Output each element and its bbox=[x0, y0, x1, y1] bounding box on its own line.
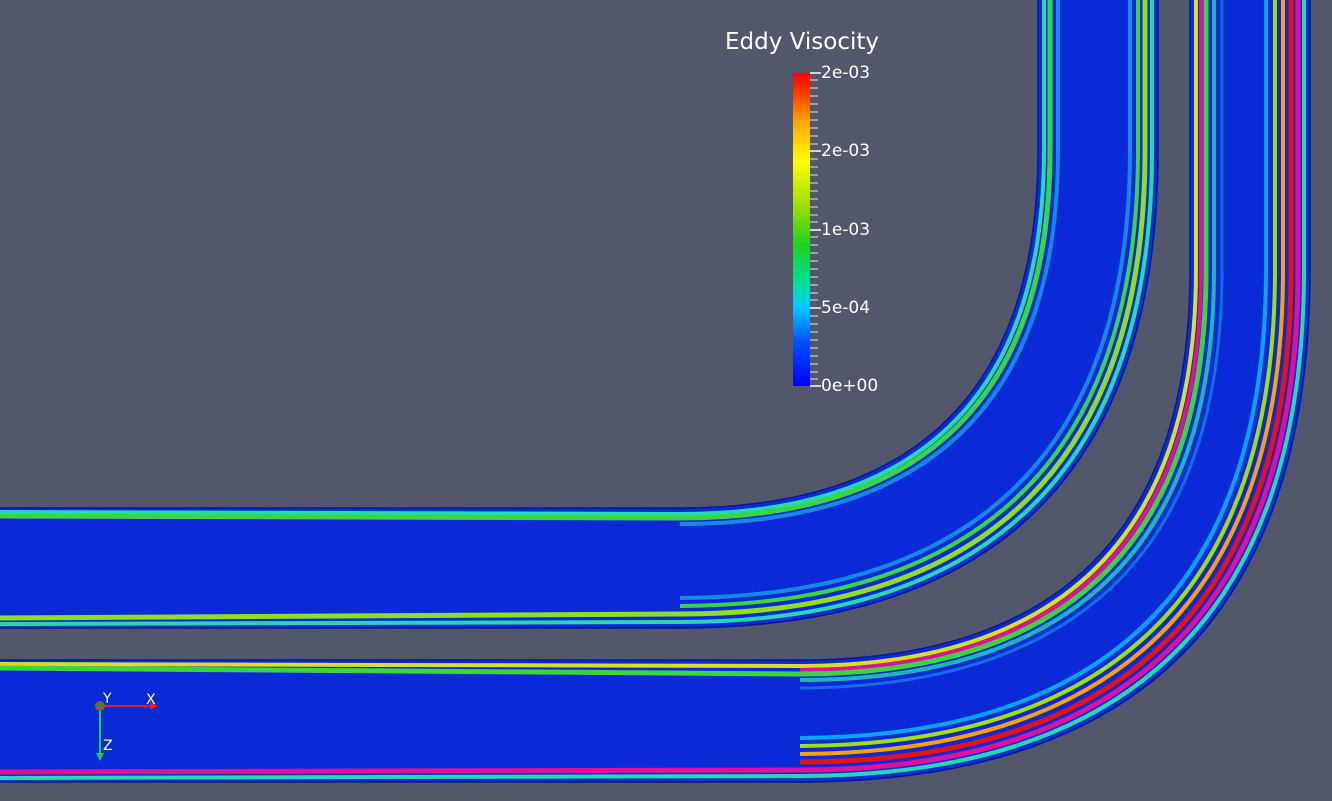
legend-tick-label-min: 0e+00 bbox=[821, 376, 879, 396]
colorbar-major-ticks bbox=[810, 72, 821, 387]
colorbar-minor-ticks bbox=[810, 79, 818, 380]
legend-tick-label: 1e-03 bbox=[821, 220, 871, 240]
legend-tick-label: 2e-03 bbox=[821, 141, 871, 161]
outer-pipe-fill bbox=[0, 0, 1310, 782]
inner-pipe bbox=[0, 0, 1159, 629]
axis-label-x: X bbox=[146, 692, 156, 708]
legend-tick-label: 5e-04 bbox=[821, 298, 871, 318]
legend-title: Eddy Visocity bbox=[725, 29, 879, 55]
axis-label-z: Z bbox=[103, 738, 113, 754]
outer-pipe bbox=[0, 0, 1311, 783]
color-legend-bar bbox=[793, 72, 821, 387]
legend-tick-label-max: 2e-03 bbox=[821, 63, 871, 83]
orientation-axes-widget bbox=[95, 701, 158, 761]
axis-label-y: Y bbox=[103, 691, 112, 707]
